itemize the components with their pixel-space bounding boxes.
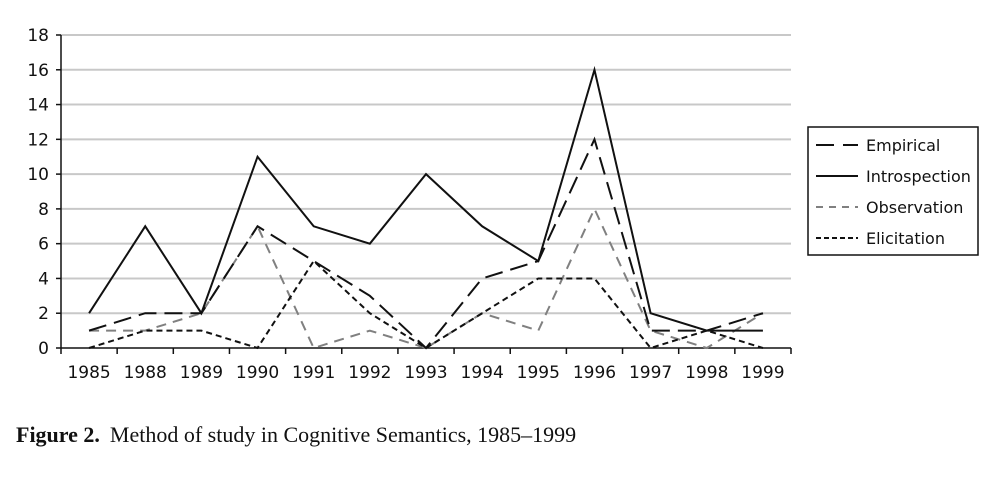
x-tick-label: 1991 [292, 363, 335, 383]
x-tick-label: 1997 [629, 363, 672, 383]
series-line-elicitation [88, 259, 764, 350]
x-tick-label: 1996 [573, 363, 616, 383]
y-tick-label: 10 [27, 165, 49, 185]
series-line-introspection [88, 65, 763, 332]
x-tick-label: 1990 [236, 363, 279, 383]
legend-label-elicitation: Elicitation [866, 229, 945, 248]
y-tick-label: 12 [27, 130, 49, 150]
y-tick-label: 16 [27, 61, 49, 81]
y-tick-label: 0 [38, 339, 49, 359]
x-tick-label: 1993 [404, 363, 447, 383]
figure-caption: Figure 2. Method of study in Cognitive Se… [16, 422, 576, 448]
y-tick-label: 6 [38, 235, 49, 255]
data-series [88, 65, 764, 350]
y-tick-label: 2 [38, 304, 49, 324]
line-chart: 0 2 4 6 8 10 12 14 16 18 1985 1988 1989 1990 1991 1992 1… [27, 26, 979, 383]
x-tick-label: 1994 [461, 363, 504, 383]
x-tick-label: 1988 [124, 363, 167, 383]
legend: Empirical Introspection Observation Elicita… [807, 126, 979, 256]
y-tick-label: 8 [38, 200, 49, 220]
x-tick-label: 1985 [67, 363, 110, 383]
x-tick-label: 1995 [517, 363, 560, 383]
x-tick-label: 1989 [180, 363, 223, 383]
y-tick-label: 4 [38, 269, 49, 289]
legend-label-empirical: Empirical [866, 136, 940, 155]
legend-label-observation: Observation [866, 198, 963, 217]
legend-label-introspection: Introspection [866, 167, 971, 186]
x-tick-label: 1998 [685, 363, 728, 383]
y-tick-label: 14 [27, 96, 49, 116]
y-tick-label: 18 [27, 26, 49, 46]
caption-text: Method of study in Cognitive Semantics, … [109, 422, 577, 447]
axes: 0 2 4 6 8 10 12 14 16 18 1985 1988 1989 1990 1991 1992 1… [27, 26, 792, 383]
legend-box [807, 126, 979, 256]
figure-label: Figure 2. [16, 422, 100, 447]
x-tick-label: 1992 [348, 363, 391, 383]
x-tick-label: 1999 [741, 363, 784, 383]
